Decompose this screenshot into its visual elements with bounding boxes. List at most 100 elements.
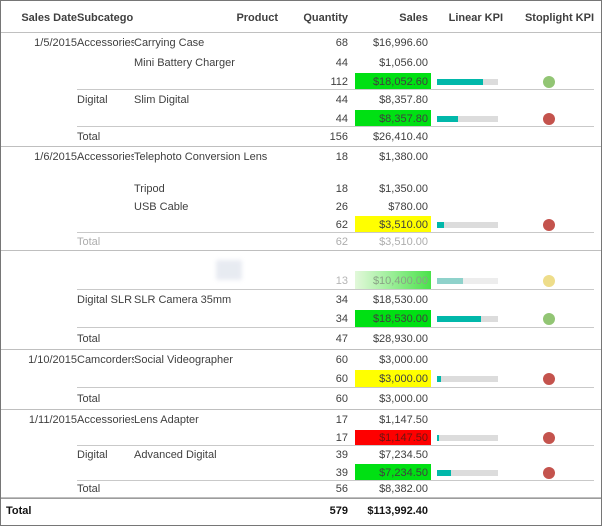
- subcategory-cell: Camcorders: [77, 354, 134, 366]
- detail-row[interactable]: Mini Battery Charger 44 $1,056.00: [1, 53, 601, 73]
- product-cell: Advanced Digital: [134, 449, 217, 461]
- stoplight-kpi-cell: [503, 370, 594, 388]
- date-total-row[interactable]: Total 60 $3,000.00: [1, 388, 601, 410]
- sales-date-cell: 1/10/2015: [28, 354, 77, 366]
- quantity-cell: 39: [335, 466, 348, 479]
- detail-row[interactable]: 1/10/2015 Camcorders Social Videographer 60…: [1, 350, 601, 370]
- subtotal-row[interactable]: 13 $10,400.00: [1, 271, 601, 290]
- sales-value: $16,996.60: [372, 37, 428, 49]
- date-total-row[interactable]: Total 156 $26,410.40: [1, 127, 601, 147]
- sales-cell: $113,992.40: [348, 499, 431, 523]
- quantity-cell: 56: [335, 483, 348, 495]
- sales-kpi-background: $18,530.00: [355, 310, 431, 328]
- detail-row[interactable]: Digital SLR SLR Camera 35mm 34 $18,530.00: [1, 290, 601, 310]
- date-total-row[interactable]: Total 56 $8,382.00: [1, 481, 601, 498]
- sales-date-cell: 1/6/2015: [34, 151, 77, 163]
- quantity-cell: 13: [335, 274, 348, 287]
- linear-kpi-cell: [431, 271, 503, 290]
- column-header-subcategory[interactable]: Subcategory: [77, 12, 134, 24]
- product-cell: Lens Adapter: [134, 414, 199, 426]
- sales-value: $3,000.00: [379, 354, 428, 366]
- detail-row[interactable]: USB Cable 26 $780.00: [1, 198, 601, 216]
- subtotal-row[interactable]: 62 $3,510.00: [1, 216, 601, 233]
- detail-row[interactable]: 1/6/2015 Accessories Telephoto Conversion …: [1, 147, 601, 180]
- sales-date-cell: [9, 310, 77, 328]
- quantity-cell: 34: [335, 313, 348, 325]
- sales-cell: $18,530.00: [348, 310, 431, 328]
- column-header-quantity[interactable]: Quantity: [303, 12, 348, 24]
- stoplight-dot: [542, 75, 555, 88]
- quantity-cell: 34: [335, 294, 348, 306]
- subtotal-row[interactable]: 39 $7,234.50: [1, 464, 601, 481]
- subtotal-row[interactable]: 112 $18,052.60: [1, 73, 601, 90]
- column-header-stoplight-kpi[interactable]: Stoplight KPI: [524, 12, 594, 24]
- stoplight-kpi-cell: [503, 33, 594, 53]
- quantity-cell: 68: [335, 37, 348, 49]
- sales-kpi-background: $7,234.50: [355, 464, 431, 481]
- linear-kpi-cell: [431, 370, 503, 388]
- stoplight-kpi-cell: [503, 90, 594, 110]
- stoplight-dot: [542, 373, 555, 385]
- subtotal-row[interactable]: 34 $18,530.00: [1, 310, 601, 328]
- detail-row[interactable]: 1/5/2015 Accessories Carrying Case 68 $16,99…: [1, 33, 601, 53]
- stoplight-kpi-cell: [503, 198, 594, 216]
- date-total-row[interactable]: Total 62 $3,510.00: [1, 233, 601, 251]
- linear-kpi-cell: [431, 73, 503, 90]
- sales-cell: $3,510.00: [348, 233, 431, 250]
- sales-value: $26,410.40: [372, 130, 428, 143]
- detail-row[interactable]: Digital Advanced Digital 39 $7,234.50: [1, 446, 601, 464]
- subtotal-row[interactable]: 60 $3,000.00: [1, 370, 601, 388]
- stoplight-kpi-cell: [503, 310, 594, 328]
- column-header-product[interactable]: Product: [236, 12, 278, 24]
- sales-cell: $26,410.40: [348, 127, 431, 146]
- product-cell: [134, 216, 278, 233]
- sales-date-cell: [9, 216, 77, 233]
- sales-cell: $3,510.00: [348, 216, 431, 233]
- stoplight-kpi-cell: [503, 271, 594, 290]
- quantity-cell: 62: [335, 235, 348, 248]
- stoplight-kpi-cell: [503, 73, 594, 90]
- subtotal-row[interactable]: 17 $1,147.50: [1, 430, 601, 446]
- sales-date-cell: [9, 73, 77, 90]
- linear-kpi-cell: [431, 328, 503, 349]
- sales-value: $3,000.00: [379, 392, 428, 405]
- quantity-cell: 579: [329, 505, 348, 517]
- column-header-linear-kpi[interactable]: Linear KPI: [448, 12, 503, 24]
- linear-kpi-cell: [431, 180, 503, 198]
- stoplight-dot: [542, 112, 555, 125]
- subcategory-cell: Accessories: [77, 151, 134, 163]
- product-cell: Carrying Case: [134, 37, 205, 49]
- linear-kpi-cell: [431, 499, 503, 523]
- linear-kpi-fill: [437, 469, 452, 476]
- sales-value: $1,147.50: [379, 414, 428, 426]
- column-header-sales[interactable]: Sales: [399, 12, 428, 24]
- sales-kpi-background: $8,357.80: [355, 110, 431, 127]
- subcategory-cell: [77, 464, 134, 481]
- sales-date-cell: [9, 430, 77, 446]
- linear-kpi-cell: [431, 446, 503, 464]
- detail-row[interactable]: Digital Slim Digital 44 $8,357.80: [1, 90, 601, 110]
- product-cell: Tripod: [134, 183, 165, 195]
- stoplight-kpi-cell: [503, 350, 594, 370]
- subcategory-cell: Digital: [77, 449, 108, 461]
- sales-date-cell: [9, 328, 77, 349]
- quantity-cell: 156: [329, 130, 348, 143]
- linear-kpi-cell: [431, 388, 503, 409]
- subcategory-cell: [77, 198, 134, 216]
- sales-cell: $1,147.50: [348, 430, 431, 446]
- grand-total-row[interactable]: Total 579 $113,992.40: [1, 498, 601, 523]
- linear-kpi-cell: [431, 147, 503, 183]
- product-cell: [134, 388, 278, 409]
- detail-row[interactable]: Tripod 18 $1,350.00: [1, 180, 601, 198]
- detail-faded-row[interactable]: [1, 251, 601, 280]
- linear-kpi-cell: [431, 251, 503, 271]
- sales-kpi-background: $3,510.00: [355, 216, 431, 233]
- date-total-row[interactable]: Total 47 $28,930.00: [1, 328, 601, 350]
- linear-kpi-cell: [431, 310, 503, 328]
- product-cell: [134, 73, 278, 90]
- detail-row[interactable]: 1/11/2015 Accessories Lens Adapter 17 $1,147…: [1, 410, 601, 430]
- product-cell: [134, 481, 278, 497]
- sales-value: $1,380.00: [379, 151, 428, 163]
- column-header-sales-date[interactable]: Sales Date: [21, 12, 77, 24]
- subtotal-row[interactable]: 44 $8,357.80: [1, 110, 601, 127]
